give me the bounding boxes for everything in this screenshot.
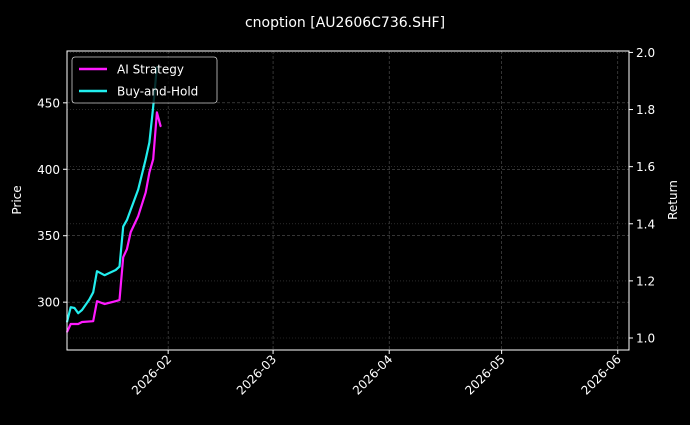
y2-tick-label: 1.0 xyxy=(636,332,655,346)
data-point xyxy=(114,300,117,302)
data-point xyxy=(137,215,139,217)
data-point xyxy=(92,320,95,322)
plot-frame xyxy=(66,50,630,351)
data-point xyxy=(144,158,147,161)
data-point xyxy=(144,191,147,194)
data-point xyxy=(69,323,72,325)
data-point xyxy=(81,309,83,311)
grid xyxy=(67,51,629,350)
y2-tick-label: 1.8 xyxy=(636,103,655,117)
x-tick-label: 2026-05 xyxy=(462,352,507,397)
legend: AI Strategy Buy-and-Hold xyxy=(71,56,218,104)
data-point xyxy=(88,298,91,300)
y2-tick-label: 1.6 xyxy=(636,160,655,174)
legend-label-ai-strategy: AI Strategy xyxy=(117,63,184,77)
data-point xyxy=(118,265,121,268)
y-axis-left: 300 350 400 450 xyxy=(37,96,67,310)
data-point xyxy=(126,248,128,250)
x-axis: 2026-02 2026-03 2026-04 2026-05 2026-06 xyxy=(129,350,624,398)
legend-label-buy-and-hold: Buy-and-Hold xyxy=(117,85,198,99)
x-tick-label: 2026-02 xyxy=(129,352,174,397)
x-tick-label: 2026-04 xyxy=(350,352,395,397)
x-tick-label: 2026-03 xyxy=(234,352,279,397)
y-tick-label: 300 xyxy=(37,296,60,310)
data-point xyxy=(148,141,151,144)
series-layer xyxy=(65,65,162,333)
y-axis-right: 1.0 1.2 1.4 1.6 1.8 2.0 xyxy=(629,46,655,346)
data-point xyxy=(126,219,128,221)
legend-box xyxy=(71,56,218,104)
data-point xyxy=(122,256,124,258)
data-point xyxy=(73,307,76,309)
x-tick-label: 2026-06 xyxy=(579,352,624,397)
data-point xyxy=(103,274,106,276)
data-point xyxy=(156,111,158,114)
chart-title: cnoption [AU2606C736.SHF] xyxy=(245,15,445,31)
series-line-ai-strategy xyxy=(66,111,162,333)
data-point xyxy=(77,323,80,325)
data-point xyxy=(103,303,106,305)
data-point xyxy=(148,171,151,174)
data-point xyxy=(152,158,154,161)
y2-tick-label: 2.0 xyxy=(636,46,655,60)
y2-tick-label: 1.4 xyxy=(636,217,655,231)
data-point xyxy=(96,270,98,272)
data-point xyxy=(152,105,154,108)
series-line-buy-and-hold xyxy=(65,66,158,323)
data-point xyxy=(137,188,139,191)
data-point xyxy=(92,291,95,294)
y-tick-label: 450 xyxy=(37,96,60,110)
data-point xyxy=(159,125,162,128)
data-point xyxy=(114,269,117,271)
y2-axis-label: Return xyxy=(666,180,680,220)
data-point xyxy=(69,306,72,308)
data-point xyxy=(77,312,80,314)
data-point xyxy=(96,300,98,302)
y-axis-label: Price xyxy=(10,185,24,214)
data-point xyxy=(118,299,121,301)
y-tick-label: 350 xyxy=(37,229,60,243)
y-tick-label: 400 xyxy=(37,163,60,177)
data-point xyxy=(81,321,83,323)
data-point xyxy=(122,225,124,228)
y2-tick-label: 1.2 xyxy=(636,274,655,288)
data-point xyxy=(129,231,132,233)
